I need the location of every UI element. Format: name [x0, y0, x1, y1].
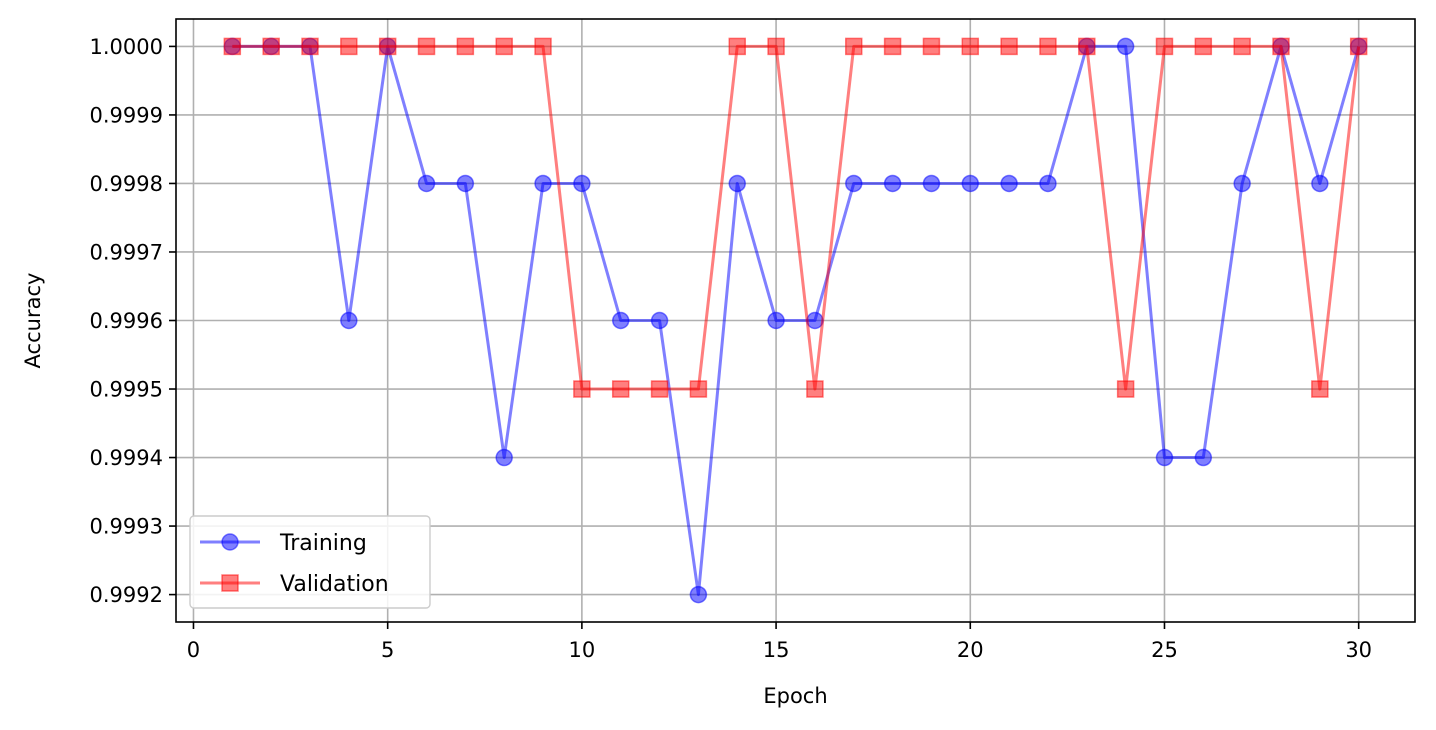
validation-point — [301, 37, 319, 56]
training-point — [1194, 448, 1213, 467]
y-tick-label: 0.9994 — [90, 446, 163, 470]
training-point — [1000, 174, 1018, 193]
ticks: 0 5 10 15 20 25 30 0.9992 0.9993 0.9994 0.9995 0.99… — [90, 35, 1373, 662]
legend-training-label: Training — [279, 531, 367, 556]
training-point — [689, 585, 708, 604]
training-point — [1155, 448, 1174, 467]
validation-point — [883, 37, 902, 56]
legend-validation-marker — [221, 574, 239, 592]
validation-point — [689, 380, 708, 398]
series-layer — [223, 37, 1368, 604]
x-tick-label: 25 — [1151, 638, 1178, 662]
training-point — [340, 311, 358, 330]
validation-point — [1349, 37, 1368, 56]
validation-point — [611, 380, 630, 398]
validation-point — [728, 37, 746, 56]
x-tick-label: 20 — [957, 638, 984, 662]
training-point — [961, 174, 980, 193]
validation-point — [262, 37, 280, 56]
validation-point — [1155, 37, 1174, 56]
validation-point — [806, 380, 824, 398]
y-tick-label: 0.9999 — [90, 103, 163, 127]
y-tick-label: 0.9995 — [90, 378, 163, 402]
validation-point — [456, 37, 475, 56]
training-point — [883, 174, 902, 193]
validation-point — [1039, 37, 1057, 56]
y-tick-label: 0.9997 — [90, 240, 163, 264]
validation-point — [767, 37, 785, 56]
training-point — [417, 174, 436, 193]
x-tick-label: 5 — [381, 638, 394, 662]
training-point — [573, 174, 591, 193]
legend-box — [189, 515, 431, 609]
validation-point — [1116, 380, 1135, 398]
training-point — [922, 174, 941, 193]
training-point — [1311, 174, 1329, 193]
legend-validation-label: Validation — [280, 572, 389, 597]
training-point — [728, 174, 746, 193]
x-tick-label: 15 — [763, 638, 790, 662]
training-point — [650, 311, 669, 330]
training-point — [611, 311, 630, 330]
validation-point — [1311, 380, 1329, 398]
validation-point — [1272, 37, 1290, 56]
validation-point — [340, 37, 358, 56]
validation-point — [378, 37, 397, 56]
validation-point — [223, 37, 242, 56]
training-point — [806, 311, 824, 330]
validation-point — [845, 37, 863, 56]
validation-point — [1194, 37, 1213, 56]
y-tick-label: 1.0000 — [90, 35, 163, 59]
validation-series — [223, 37, 1368, 398]
training-point — [456, 174, 475, 193]
validation-point — [1233, 37, 1251, 56]
validation-point — [417, 37, 436, 56]
x-tick-label: 30 — [1345, 638, 1372, 662]
validation-point — [495, 37, 513, 56]
x-tick-label: 0 — [187, 638, 200, 662]
legend: Training Validation — [189, 515, 431, 609]
training-point — [534, 174, 552, 193]
y-axis-label: Accuracy — [21, 273, 45, 369]
legend-training-marker — [221, 533, 239, 551]
validation-point — [922, 37, 941, 56]
validation-point — [650, 380, 669, 398]
training-point — [1116, 37, 1135, 56]
training-point — [845, 174, 863, 193]
validation-point — [1000, 37, 1018, 56]
validation-point — [534, 37, 552, 56]
training-point — [1233, 174, 1251, 193]
training-point — [495, 448, 513, 467]
x-tick-label: 10 — [569, 638, 596, 662]
training-point — [1039, 174, 1057, 193]
y-tick-label: 0.9993 — [90, 515, 163, 539]
y-tick-label: 0.9998 — [90, 172, 163, 196]
y-tick-label: 0.9996 — [90, 309, 163, 333]
validation-point — [1078, 37, 1096, 56]
validation-point — [573, 380, 591, 398]
x-axis-label: Epoch — [763, 684, 827, 708]
y-tick-label: 0.9992 — [90, 583, 163, 607]
validation-point — [961, 37, 980, 56]
training-point — [767, 311, 785, 330]
